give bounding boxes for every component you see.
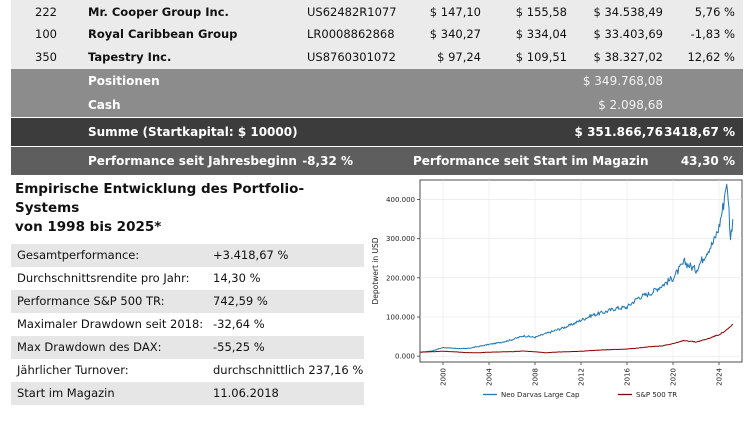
holding-pct: 12,62 % (687, 50, 735, 64)
cash-value: $ 2.098,68 (598, 98, 663, 112)
holding-price-now: $ 109,51 (515, 50, 567, 64)
holding-isin: LR0008862868 (307, 27, 395, 41)
table-row: 222 Mr. Cooper Group Inc. US62482R1077 $… (11, 0, 743, 24)
y-tick-label: 400.000 (386, 196, 415, 204)
holding-name: Tapestry Inc. (88, 50, 172, 64)
stats-row: Durchschnittsrendite pro Jahr: 14,30 % (11, 267, 364, 290)
holding-value: $ 38.327,02 (593, 50, 664, 64)
cash-label: Cash (88, 98, 121, 112)
stats-title-line1: Empirische Entwicklung des Portfolio-Sys… (15, 181, 305, 216)
stat-label: Durchschnittsrendite pro Jahr: (17, 271, 190, 285)
stat-label: Start im Magazin (17, 386, 115, 400)
legend-label: S&P 500 TR (636, 391, 677, 399)
holding-price-buy: $ 340,27 (429, 27, 481, 41)
holding-qty: 100 (35, 27, 57, 41)
portfolio-chart: 0.000 100.000 200.000 300.000 400.000 2000 20… (368, 176, 750, 421)
stat-value: +3.418,67 % (213, 248, 289, 262)
stat-value: durchschnittlich 237,16 % (213, 363, 364, 377)
stats-row: Jährlicher Turnover: durchschnittlich 23… (11, 359, 364, 382)
sum-pct: 3418,67 % (664, 125, 735, 139)
perf-ytd-label: Performance seit Jahresbeginn (88, 154, 297, 168)
y-tick-label: 100.000 (386, 313, 415, 321)
stat-value: 14,30 % (213, 271, 261, 285)
perf-ytd-value: -8,32 % (302, 154, 353, 168)
holding-price-now: $ 155,58 (515, 5, 567, 19)
holding-name: Mr. Cooper Group Inc. (88, 5, 229, 19)
stats-row: Start im Magazin 11.06.2018 (11, 382, 364, 405)
stat-value: -32,64 % (213, 317, 265, 331)
x-tick-label: 2000 (440, 368, 448, 386)
x-tick-label: 2012 (578, 368, 586, 386)
stats-row: Gesamtperformance: +3.418,67 % (11, 244, 364, 267)
holding-price-buy: $ 97,24 (437, 50, 481, 64)
stats-panel: Empirische Entwicklung des Portfolio-Sys… (11, 176, 367, 421)
stat-value: 742,59 % (213, 294, 268, 308)
stats-row: Maximaler Drawdown seit 2018: -32,64 % (11, 313, 364, 336)
holding-name: Royal Caribbean Group (88, 27, 238, 41)
holding-qty: 350 (35, 50, 57, 64)
performance-row: Performance seit Jahresbeginn -8,32 % Pe… (11, 147, 743, 175)
x-tick-label: 2004 (486, 367, 494, 385)
portfolio-table: 222 Mr. Cooper Group Inc. US62482R1077 $… (11, 0, 743, 175)
series-line-1 (420, 323, 734, 354)
sum-label: Summe (Startkapital: $ 10000) (88, 125, 298, 139)
series-line-0 (419, 183, 734, 353)
stats-row: Performance S&P 500 TR: 742,59 % (11, 290, 364, 313)
perf-start-value: 43,30 % (680, 154, 735, 168)
holding-isin: US8760301072 (307, 50, 396, 64)
y-tick-label: 200.000 (386, 274, 415, 282)
stat-label: Maximaler Drawdown seit 2018: (17, 317, 204, 331)
holding-value: $ 34.538,49 (593, 5, 664, 19)
chart-svg: 0.000 100.000 200.000 300.000 400.000 2000 20… (371, 179, 743, 399)
y-tick-label: 0.000 (395, 353, 415, 361)
y-tick-label: 300.000 (386, 235, 415, 243)
perf-start-label: Performance seit Start im Magazin (413, 154, 649, 168)
stat-label: Gesamtperformance: (17, 248, 140, 262)
stats-row: Max Drawdown des DAX: -55,25 % (11, 336, 364, 359)
x-tick-label: 2020 (670, 368, 678, 386)
x-tick-label: 2024 (716, 367, 724, 385)
holding-pct: -1,83 % (690, 27, 735, 41)
holding-price-now: $ 334,04 (515, 27, 567, 41)
stat-value: 11.06.2018 (213, 386, 279, 400)
y-axis-label: Depotwert in USD (371, 237, 380, 304)
stats-title: Empirische Entwicklung des Portfolio-Sys… (15, 180, 365, 237)
positions-label: Positionen (88, 74, 160, 88)
table-row: 100 Royal Caribbean Group LR0008862868 $… (11, 22, 743, 46)
x-tick-label: 2008 (532, 368, 540, 386)
stat-label: Jährlicher Turnover: (17, 363, 129, 377)
stats-title-line2: von 1998 bis 2025* (15, 219, 162, 235)
table-row: 350 Tapestry Inc. US8760301072 $ 97,24 $… (11, 45, 743, 69)
holding-pct: 5,76 % (694, 5, 735, 19)
cash-row: Cash $ 2.098,68 (11, 93, 743, 117)
holding-isin: US62482R1077 (307, 5, 397, 19)
sum-value: $ 351.866,76 (574, 125, 663, 139)
holding-value: $ 33.403,69 (593, 27, 664, 41)
positions-row: Positionen $ 349.768,08 (11, 69, 743, 93)
holding-price-buy: $ 147,10 (429, 5, 481, 19)
stat-value: -55,25 % (213, 340, 265, 354)
legend-label: Neo Darvas Large Cap (501, 391, 580, 399)
x-tick-label: 2016 (624, 367, 632, 385)
holding-qty: 222 (35, 5, 57, 19)
positions-value: $ 349.768,08 (582, 74, 663, 88)
stat-label: Max Drawdown des DAX: (17, 340, 162, 354)
stat-label: Performance S&P 500 TR: (17, 294, 165, 308)
sum-row: Summe (Startkapital: $ 10000) $ 351.866,… (11, 118, 743, 146)
